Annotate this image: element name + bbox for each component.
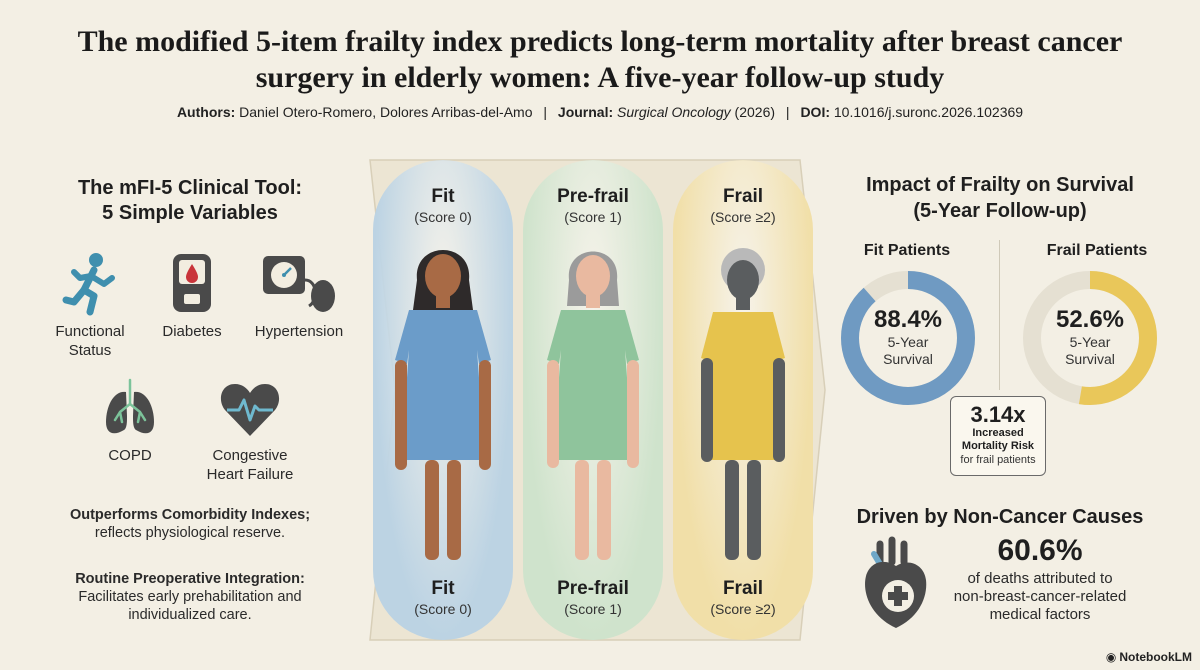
category-score: (Score 1)	[564, 601, 622, 617]
variable-label: COPD	[108, 447, 152, 464]
category-name: Fit	[431, 578, 455, 599]
fit-woman-figure	[395, 250, 491, 560]
risk-label: for frail patients	[960, 454, 1036, 466]
category-score: (Score ≥2)	[710, 601, 776, 617]
prefrail-woman-figure	[547, 251, 639, 560]
journal-label: Journal:	[557, 104, 614, 120]
category-name: Pre-frail	[557, 578, 629, 599]
journal-name: Surgical Oncology	[617, 104, 731, 120]
note-comorbidity: Outperforms Comorbidity Indexes; reflect…	[40, 506, 340, 542]
frail-woman-figure	[701, 248, 785, 560]
variable-copd: COPD	[95, 378, 165, 465]
brand-name: NotebookLM	[1119, 650, 1192, 664]
frail-donut-chart	[1023, 271, 1157, 405]
variable-label: Hypertension	[254, 323, 344, 340]
tool-heading-line2: 5 Simple Variables	[102, 202, 278, 224]
risk-label: Mortality Risk	[961, 440, 1035, 452]
category-frail: Frail (Score ≥2) Frail (Score ≥2)	[673, 160, 813, 640]
non-cancer-desc: of deaths attributed to non-breast-cance…	[925, 570, 1155, 624]
desc-line: medical factors	[989, 606, 1091, 623]
donut-arc-frail	[1023, 271, 1157, 405]
variable-label: Status	[68, 342, 112, 359]
page-title: The modified 5-item frailty index predic…	[77, 25, 1123, 94]
note-preoperative: Routine Preoperative Integration: Facili…	[40, 570, 340, 624]
variable-label: Diabetes	[162, 323, 222, 340]
variable-chf: Congestive Heart Failure	[185, 378, 315, 484]
category-name: Pre-frail	[557, 186, 629, 207]
lungs-icon	[106, 378, 154, 434]
doi: 10.1016/j.suronc.2026.102369	[833, 104, 1024, 120]
notebooklm-icon: ◉	[1105, 650, 1117, 664]
donut-arc-fit	[841, 271, 975, 405]
variable-label: Functional	[55, 323, 125, 340]
fit-survival-value: 88.4%	[873, 306, 943, 333]
separator: |	[543, 104, 548, 120]
survival-heading-line2: (5-Year Follow-up)	[913, 200, 1087, 222]
separator: |	[785, 104, 790, 120]
category-score: (Score 0)	[414, 601, 472, 617]
doi-label: DOI:	[800, 104, 830, 120]
frail-patients-title: Frail Patients	[1046, 242, 1148, 259]
frail-survival-value: 52.6%	[1055, 306, 1125, 333]
non-cancer-pct: 60.6%	[997, 534, 1083, 567]
note-text: reflects physiological reserve.	[94, 525, 286, 541]
fit-survival-donut: 88.4% 5-Year Survival	[838, 268, 978, 408]
journal-year: (2026)	[734, 104, 776, 120]
note-bold: Outperforms Comorbidity Indexes;	[69, 507, 311, 523]
blood-pressure-cuff-icon	[263, 256, 335, 312]
note-text: Facilitates early prehabilitation and	[78, 589, 302, 605]
tool-heading: The mFI-5 Clinical Tool: 5 Simple Variab…	[40, 176, 340, 226]
brand-watermark: ◉ NotebookLM	[1106, 650, 1192, 664]
fit-donut-chart	[841, 271, 975, 405]
authors: Daniel Otero-Romero, Dolores Arribas-del…	[239, 104, 533, 120]
donut-sub: 5-Year	[887, 334, 929, 350]
desc-line: non-breast-cancer-related	[953, 588, 1127, 605]
category-score: (Score ≥2)	[710, 209, 776, 225]
category-score: (Score 1)	[564, 209, 622, 225]
variable-label: Heart Failure	[206, 466, 294, 483]
risk-label: Increased	[972, 427, 1024, 439]
donut-sub: Survival	[1065, 351, 1115, 367]
survival-heading-line1: Impact of Frailty on Survival	[866, 174, 1134, 196]
variable-label: Congestive	[212, 447, 288, 464]
desc-line: of deaths attributed to	[967, 570, 1113, 587]
category-fit: Fit (Score 0) Fit (Score 0)	[373, 160, 513, 640]
heart-pulse-icon	[220, 384, 280, 436]
note-text: individualized care.	[128, 607, 252, 623]
note-bold: Routine Preoperative Integration:	[75, 571, 305, 587]
variable-hypertension: Hypertension	[244, 250, 354, 341]
citation-line: Authors: Daniel Otero-Romero, Dolores Ar…	[0, 104, 1200, 120]
glucometer-icon	[173, 254, 211, 312]
divider	[999, 240, 1000, 390]
category-name: Fit	[431, 186, 455, 207]
survival-heading: Impact of Frailty on Survival (5-Year Fo…	[840, 172, 1160, 224]
category-name: Frail	[722, 578, 764, 599]
variable-diabetes: Diabetes	[150, 250, 234, 341]
category-name: Frail	[722, 186, 764, 207]
frail-survival-donut: 52.6% 5-Year Survival	[1020, 268, 1160, 408]
running-person-icon	[62, 253, 115, 316]
category-prefrail: Pre-frail (Score 1) Pre-frail (Score 1)	[523, 160, 663, 640]
authors-label: Authors:	[176, 104, 236, 120]
risk-value: 3.14x	[970, 402, 1026, 427]
causes-heading: Driven by Non-Cancer Causes	[856, 506, 1144, 528]
mortality-risk-box: 3.14x Increased Mortality Risk for frail…	[950, 396, 1046, 476]
category-score: (Score 0)	[414, 209, 472, 225]
donut-sub: Survival	[883, 351, 933, 367]
donut-sub: 5-Year	[1069, 334, 1111, 350]
variable-functional-status: Functional Status	[40, 250, 140, 360]
tool-heading-line1: The mFI-5 Clinical Tool:	[77, 177, 303, 199]
anatomical-heart-icon	[865, 536, 927, 628]
fit-patients-title: Fit Patients	[863, 242, 951, 259]
